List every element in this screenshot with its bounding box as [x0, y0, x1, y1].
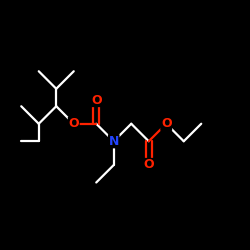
Text: O: O — [161, 117, 172, 130]
Text: O: O — [91, 94, 102, 106]
Text: O: O — [144, 158, 154, 172]
Text: N: N — [108, 135, 119, 148]
Text: O: O — [68, 117, 79, 130]
